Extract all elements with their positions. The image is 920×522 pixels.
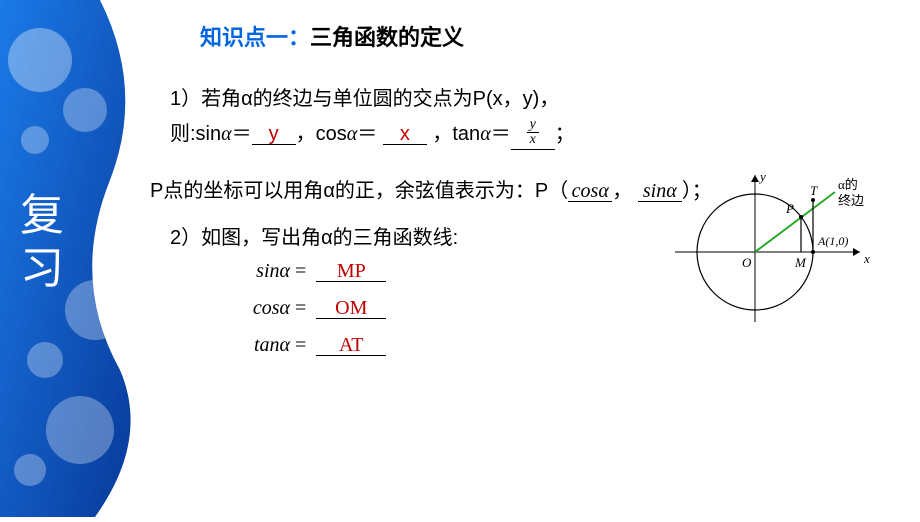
ans-tan-frac: yx <box>527 118 539 147</box>
section1-line2: 则:sinα＝y，cosα＝ x ，tanα＝yx； <box>170 117 910 150</box>
content: 知识点一：三角函数的定义 1）若角α的终边与单位圆的交点为P(x，y)， 则:s… <box>160 0 910 371</box>
unit-circle-diagram: O M P T A(1,0) x y α的 终边 <box>660 167 880 327</box>
svg-text:M: M <box>794 255 807 270</box>
lhs-tan: tanα <box>220 334 290 357</box>
frac-den: x <box>527 133 539 147</box>
ans-row-cos: OM <box>335 297 367 319</box>
svg-text:T: T <box>810 183 818 198</box>
alpha-1: α <box>221 123 232 145</box>
svg-text:P: P <box>785 201 794 216</box>
sidebar-title-2: 习 <box>20 243 64 296</box>
ans-sin: y <box>269 123 279 145</box>
eq1: ＝ <box>232 123 252 145</box>
eq2: ＝ <box>357 123 377 145</box>
eqs-0: = <box>290 260 306 282</box>
eqs-2: = <box>290 334 306 356</box>
svg-text:x: x <box>863 251 870 266</box>
section1-line1: 1）若角α的终边与单位圆的交点为P(x，y)， <box>170 82 910 111</box>
s1-pre: 则:sin <box>170 123 221 145</box>
eqs-1: = <box>290 297 306 319</box>
svg-text:O: O <box>742 255 752 270</box>
s1-tail: ； <box>555 123 575 145</box>
sidebar-title-1: 复 <box>20 190 64 243</box>
lhs-cos: cosα <box>220 297 290 320</box>
heading-title: 三角函数的定义 <box>310 25 464 50</box>
lhs-sin: sinα <box>220 260 290 283</box>
svg-text:y: y <box>758 169 766 184</box>
heading-label: 知识点一： <box>200 25 310 50</box>
alpha-2: α <box>347 123 358 145</box>
svg-text:α的: α的 <box>838 177 858 192</box>
tan-lbl: ，tan <box>432 123 480 145</box>
svg-text:A(1,0): A(1,0) <box>817 234 848 248</box>
alpha-3: α <box>480 123 491 145</box>
eq-row-tan: tanα = AT <box>220 334 910 357</box>
ans-cos: x <box>400 123 410 145</box>
s2-ans1: cosα <box>568 181 612 202</box>
s2-sep: ， <box>612 180 632 202</box>
cos-lbl: ，cos <box>296 123 347 145</box>
sidebar: 复 习 <box>0 0 145 517</box>
s2-pre: P点的坐标可以用角α的正，余弦值表示为：P（ <box>150 180 568 202</box>
svg-text:终边: 终边 <box>838 193 864 208</box>
ans-row-tan: AT <box>339 334 363 356</box>
sidebar-title: 复 习 <box>20 190 64 296</box>
eq3: ＝ <box>491 123 511 145</box>
section3: 2）如图，写出角α的三角函数线: sinα = MP cosα = OM tan… <box>160 221 910 357</box>
heading: 知识点一：三角函数的定义 <box>200 20 910 52</box>
ans-row-sin: MP <box>337 260 366 282</box>
frac-num: y <box>527 118 539 133</box>
